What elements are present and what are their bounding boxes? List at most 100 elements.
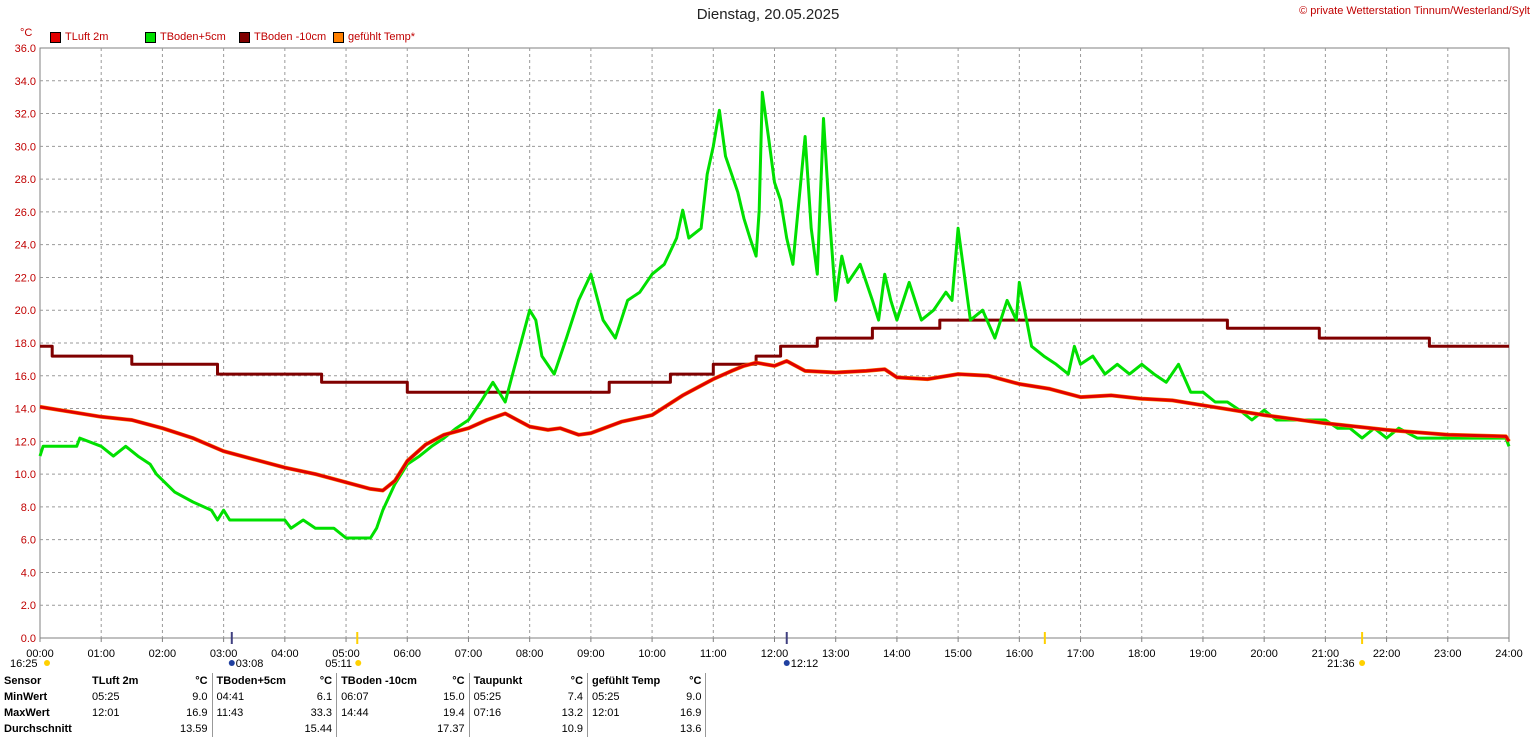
moon-icon (783, 660, 790, 666)
stats-cell: 05:25 (592, 691, 620, 703)
y-tick-label: 14.0 (15, 404, 36, 416)
x-tick-label: 24:00 (1495, 648, 1523, 660)
y-tick-label: 0.0 (21, 633, 36, 645)
marker-label: 21:36 (1327, 658, 1355, 670)
legend-item-tboden-10: TBoden -10cm (239, 31, 333, 43)
stats-cell: 14:44 (341, 707, 369, 719)
series-line (39, 359, 1511, 492)
x-tick-label: 11:00 (700, 648, 727, 660)
stats-cell: 07:16 (473, 707, 502, 719)
stats-cell: 17.37 (433, 721, 470, 737)
x-tick-label: 18:00 (1128, 648, 1156, 660)
stats-header: Sensor (4, 675, 42, 687)
stats-cell: 16.9 (676, 705, 707, 721)
x-tick-label: 17:00 (1067, 648, 1095, 660)
x-tick-label: 03:00 (210, 648, 238, 660)
stats-cell: 13.2 (557, 705, 589, 721)
y-tick-label: 18.0 (15, 338, 36, 350)
stats-header: TLuft 2m (92, 675, 139, 687)
stats-row-avg: Durchschnitt 13.59 15.44 17.37 10.9 13.6 (0, 721, 707, 737)
x-tick-label: 23:00 (1434, 648, 1462, 660)
stats-row-label: Durchschnitt (4, 723, 72, 735)
y-tick-label: 16.0 (15, 371, 36, 383)
y-tick-label: 24.0 (15, 240, 36, 252)
x-tick-label: 07:00 (455, 648, 483, 660)
legend-swatch (239, 31, 250, 43)
x-tick-label: 21:00 (1312, 648, 1340, 660)
x-tick-label: 05:00 (332, 648, 360, 660)
y-tick-label: 36.0 (15, 43, 36, 55)
y-tick-label: 22.0 (15, 272, 36, 284)
stats-cell: 12:01 (92, 707, 120, 719)
stats-table: Sensor TLuft 2m °C TBoden+5cm °C TBoden … (0, 673, 1536, 741)
x-tick-label: 10:00 (638, 648, 666, 660)
y-tick-label: 32.0 (15, 109, 36, 121)
stats-row-label: MaxWert (4, 707, 50, 719)
y-tick-label: 2.0 (21, 600, 36, 612)
x-tick-label: 20:00 (1250, 648, 1278, 660)
stats-header: TBoden -10cm (341, 675, 417, 687)
legend-swatch (50, 31, 61, 43)
stats-cell: 13.59 (176, 721, 213, 737)
stats-header-row: Sensor TLuft 2m °C TBoden+5cm °C TBoden … (0, 673, 707, 689)
temperature-chart: 0.0 2.0 4.0 6.0 8.0 10.0 12.0 14.0 16.0 18.0 20.0 2… (10, 27, 1523, 670)
stats-cell: 04:41 (216, 691, 245, 703)
legend-swatch (333, 31, 344, 43)
stats-row-min: MinWert 05:25 9.0 04:41 6.1 06:07 15.0 0… (0, 689, 707, 705)
stats-cell (337, 721, 434, 737)
legend-label: gefühlt Temp* (348, 31, 416, 43)
stats-row-label: MinWert (4, 691, 48, 703)
moon-icon (228, 660, 235, 666)
stats-cell: 16.9 (176, 705, 213, 721)
y-tick-label: 26.0 (15, 207, 36, 219)
y-axis-label: °C (20, 27, 32, 39)
x-tick-label: 13:00 (822, 648, 850, 660)
x-tick-label: 09:00 (577, 648, 605, 660)
stats-cell (212, 721, 301, 737)
legend-label: TBoden -10cm (254, 31, 327, 43)
stats-cell: 19.4 (433, 705, 470, 721)
stats-cell: 13.6 (676, 721, 707, 737)
stats-cell: 05:25 (473, 691, 502, 703)
y-tick-label: 4.0 (21, 567, 36, 579)
x-tick-label: 16:00 (1006, 648, 1034, 660)
stats-cell: 9.0 (176, 689, 213, 705)
y-tick-label: 8.0 (21, 502, 36, 514)
stats-cell: 9.0 (676, 689, 707, 705)
stats-row-max: MaxWert 12:01 16.9 11:43 33.3 14:44 19.4… (0, 705, 707, 721)
marker-label: 16:25 (10, 658, 38, 670)
y-tick-label: 30.0 (15, 141, 36, 153)
y-tick-label: 6.0 (21, 535, 36, 547)
chart-title: Dienstag, 20.05.2025 (696, 6, 840, 23)
legend-swatch (145, 31, 156, 43)
stats-header: °C (433, 673, 470, 689)
x-tick-label: 08:00 (516, 648, 544, 660)
marker-label: 05:11 (325, 658, 352, 670)
stats-header: °C (176, 673, 213, 689)
y-tick-label: 10.0 (15, 469, 36, 481)
x-tick-label: 15:00 (944, 648, 972, 660)
stats-cell (588, 721, 677, 737)
marker-label: 12:12 (791, 658, 819, 670)
x-tick-label: 04:00 (271, 648, 299, 660)
x-tick-label: 06:00 (393, 648, 421, 660)
x-tick-label: 14:00 (883, 648, 911, 660)
sun-icon (44, 660, 50, 666)
stats-cell (88, 721, 176, 737)
legend: TLuft 2m TBoden+5cm TBoden -10cm gefühlt… (50, 31, 415, 43)
y-tick-label: 28.0 (15, 174, 36, 186)
legend-item-tboden-5: TBoden+5cm (145, 31, 239, 43)
x-tick-label: 02:00 (149, 648, 177, 660)
stats-cell: 15.44 (300, 721, 338, 737)
stats-cell: 05:25 (92, 691, 120, 703)
y-tick-label: 12.0 (15, 436, 36, 448)
x-tick-label: 01:00 (87, 648, 115, 660)
stats-cell: 33.3 (300, 705, 338, 721)
legend-item-gefuehlt: gefühlt Temp* (333, 31, 415, 43)
stats-cell: 10.9 (557, 721, 589, 737)
stats-cell: 7.4 (557, 689, 589, 705)
stats-cell: 6.1 (300, 689, 338, 705)
x-tick-label: 19:00 (1189, 648, 1217, 660)
stats-header: Taupunkt (473, 675, 523, 687)
marker-label: 03:08 (236, 658, 264, 670)
